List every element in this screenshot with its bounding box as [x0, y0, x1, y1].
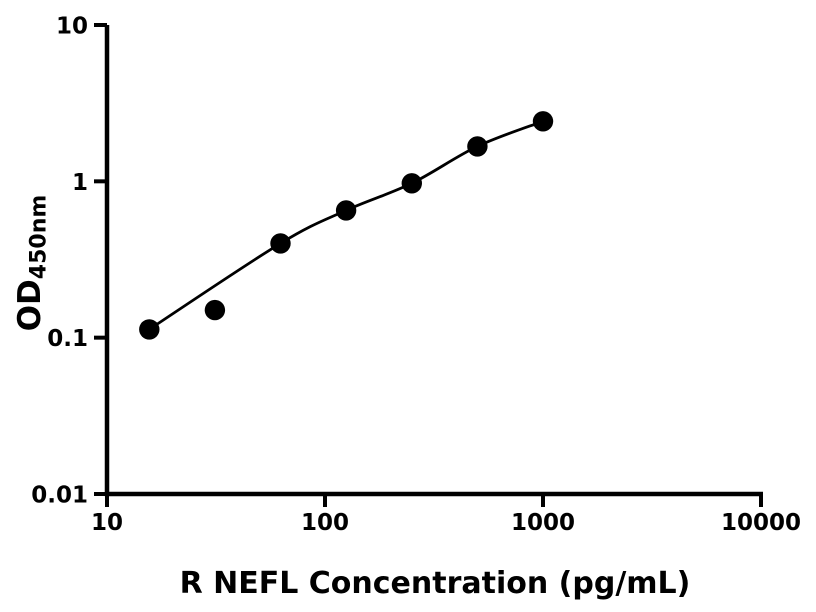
x-tick-label: 10000	[721, 510, 801, 536]
y-tick-label: 10	[56, 14, 88, 40]
y-tick-label: 1	[72, 170, 88, 196]
data-point-marker	[401, 173, 422, 194]
data-points	[139, 111, 554, 340]
x-axis-ticks: 10 100 1000 10000	[91, 494, 801, 536]
data-point-marker	[335, 200, 357, 221]
x-tick-label: 10	[91, 510, 123, 536]
y-tick-label: 0.1	[47, 326, 88, 352]
axis-spines	[104, 25, 763, 497]
x-axis-title: R NEFL Concentration (pg/mL)	[179, 566, 691, 601]
y-axis-title-main: OD	[12, 279, 48, 332]
data-point-marker	[532, 111, 554, 132]
y-axis-ticks: 10 1 0.1 0.01	[31, 14, 107, 508]
data-point-marker	[270, 233, 291, 254]
x-tick-label: 100	[301, 510, 349, 536]
data-point-marker	[204, 299, 226, 321]
y-tick-label: 0.01	[31, 482, 88, 508]
y-axis-title-subscript: 450nm	[26, 194, 52, 280]
data-point-marker	[467, 136, 488, 157]
y-axis-title: OD450nm	[12, 195, 52, 332]
x-tick-label: 1000	[511, 510, 575, 536]
data-point-marker	[139, 319, 160, 340]
